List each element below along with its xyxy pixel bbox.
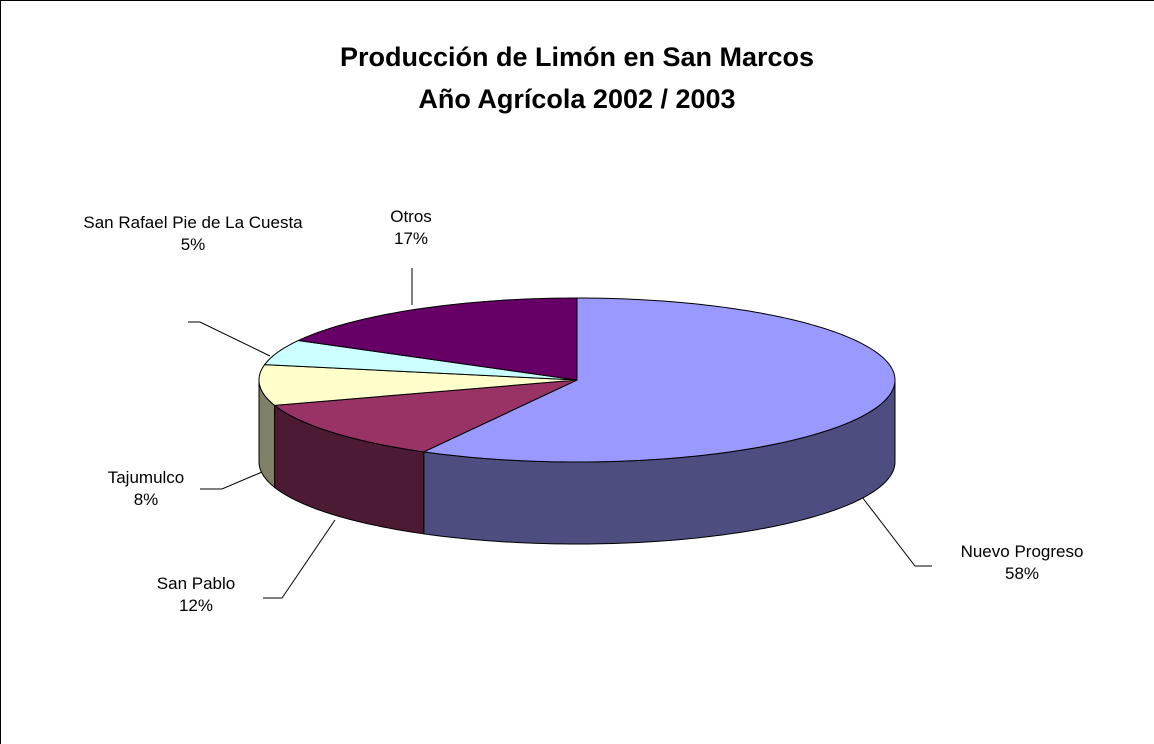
tops <box>258 297 896 463</box>
slice-value: 58% <box>1004 564 1040 583</box>
slice-label: San Rafael Pie de La Cuesta 5% <box>83 212 302 256</box>
slice-name: Otros <box>390 207 432 226</box>
slice-value: 12% <box>178 596 214 615</box>
chart-subtitle: Año Agrícola 2002 / 2003 <box>418 84 736 114</box>
slice-value: 17% <box>393 229 429 248</box>
leader-line <box>188 321 271 357</box>
pie-slice <box>258 364 578 406</box>
pie-slice <box>296 297 578 381</box>
slice-label: San Pablo 12% <box>157 573 235 617</box>
slice-name: Nuevo Progreso <box>960 542 1084 561</box>
slice-label: Otros 17% <box>390 206 432 250</box>
leader-line <box>200 471 263 490</box>
slice-label: Tajumulco 8% <box>108 467 185 511</box>
pie-slice <box>273 379 578 453</box>
slice-name: San Rafael Pie de La Cuesta <box>83 213 303 232</box>
sides <box>258 379 896 545</box>
slice-name: San Pablo <box>156 574 236 593</box>
pie-slice <box>422 297 896 463</box>
chart-title: Producción de Limón en San Marcos <box>339 42 815 72</box>
slice-label: Nuevo Progreso 58% <box>961 541 1084 585</box>
slice-value: 5% <box>180 235 206 254</box>
slice-value: 8% <box>133 490 159 509</box>
slice-name: Tajumulco <box>107 468 185 487</box>
leader-line <box>861 496 932 567</box>
pie-slice <box>263 339 578 381</box>
leader-line <box>263 519 336 599</box>
